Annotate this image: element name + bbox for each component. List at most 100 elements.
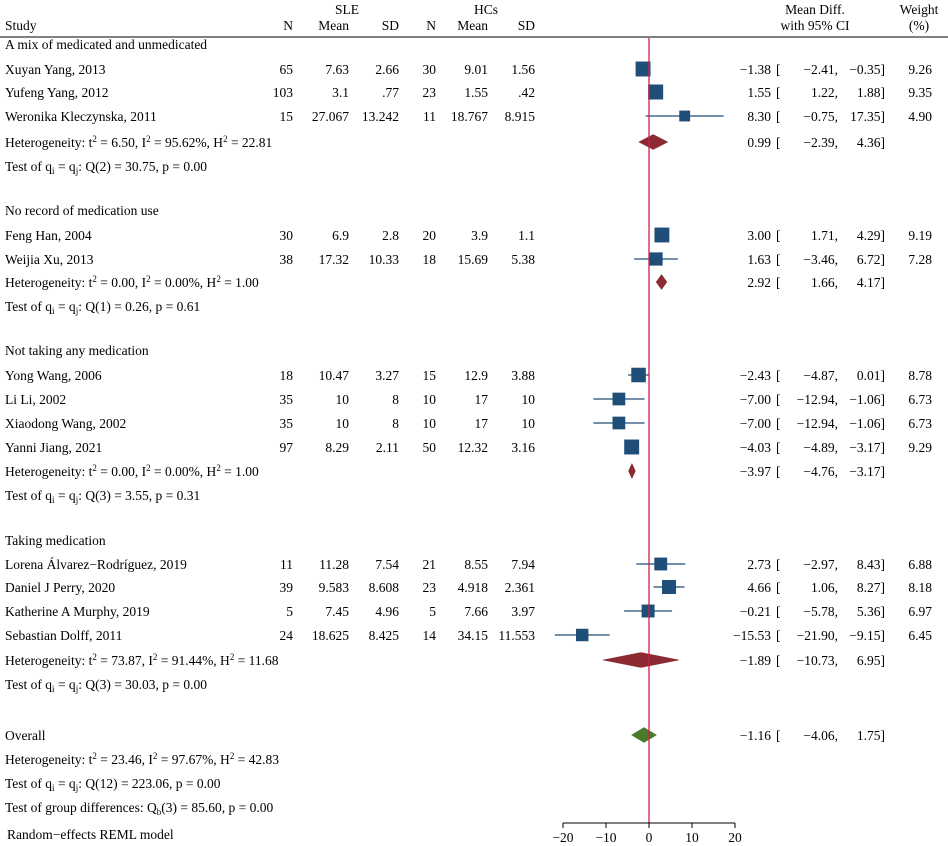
study-name: Weronika Kleczynska, 2011 bbox=[5, 109, 157, 124]
test-tail: : Q(3) = 30.03, p = 0.00 bbox=[78, 677, 207, 692]
hc-n: 30 bbox=[423, 62, 437, 77]
hc-n: 50 bbox=[423, 440, 437, 455]
effect-size: 1.55 bbox=[747, 85, 771, 100]
ci-upper: 8.43] bbox=[857, 557, 885, 572]
ci-lower: −2.97, bbox=[803, 557, 838, 572]
effect-size: −1.38 bbox=[740, 62, 771, 77]
het-h-sup: 2 bbox=[216, 463, 221, 473]
effect-size: 3.00 bbox=[747, 228, 771, 243]
study-row: Weijia Xu, 2013 38 17.32 10.33 18 15.69 5.38 1.… bbox=[5, 252, 932, 267]
ci-lower: −4.87, bbox=[803, 368, 838, 383]
test-tail: : Q(1) = 0.26, p = 0.61 bbox=[78, 299, 200, 314]
homogeneity-test: Test of qi = qj: Q(12) = 223.06, p = 0.0… bbox=[5, 776, 221, 793]
study-weight: 9.19 bbox=[908, 228, 932, 243]
hc-mean: 17 bbox=[475, 392, 489, 407]
sle-sd: 3.27 bbox=[375, 368, 399, 383]
sle-sd: 2.11 bbox=[376, 440, 399, 455]
sle-n: 97 bbox=[280, 440, 294, 455]
study-weight: 6.45 bbox=[908, 628, 932, 643]
test-prefix: Test of q bbox=[5, 488, 52, 503]
sle-sd: 2.8 bbox=[382, 228, 399, 243]
het-tail: = 42.83 bbox=[234, 752, 279, 767]
sle-mean: 6.9 bbox=[332, 228, 349, 243]
effect-size: 4.66 bbox=[747, 580, 771, 595]
ci-lower: −3.46, bbox=[803, 252, 838, 267]
study-name: Sebastian Dolff, 2011 bbox=[5, 628, 122, 643]
study-row: Daniel J Perry, 2020 39 9.583 8.608 23 4.918 2… bbox=[5, 579, 932, 595]
study-row: Sebastian Dolff, 2011 24 18.625 8.425 14 34.1… bbox=[5, 628, 932, 643]
hc-sd: 1.56 bbox=[511, 62, 535, 77]
header-weight-line2: (%) bbox=[909, 18, 929, 33]
study-name: Daniel J Perry, 2020 bbox=[5, 580, 115, 595]
overall-label: Overall bbox=[5, 728, 46, 743]
x-tick-label: 20 bbox=[728, 830, 742, 845]
ci-lower: 1.66, bbox=[811, 275, 838, 290]
test-sub-i: i bbox=[52, 306, 55, 316]
test-mid: = q bbox=[55, 159, 76, 174]
het-prefix: Heterogeneity: t bbox=[5, 135, 93, 150]
effect-size: −7.00 bbox=[740, 416, 771, 431]
header-weight-line1: Weight bbox=[900, 2, 939, 17]
het-mid2: = 91.44%, H bbox=[157, 653, 230, 668]
het-tail: = 11.68 bbox=[234, 653, 278, 668]
study-name: Xiaodong Wang, 2002 bbox=[5, 416, 126, 431]
hc-mean: 4.918 bbox=[458, 580, 489, 595]
hc-mean: 34.15 bbox=[458, 628, 489, 643]
study-row: Xiaodong Wang, 2002 35 10 8 10 17 10 −7.00 [−12.… bbox=[5, 416, 932, 431]
bracket-open: [ bbox=[776, 85, 781, 100]
study-name: Feng Han, 2004 bbox=[5, 228, 92, 243]
test-sub-j: j bbox=[75, 306, 79, 316]
het-i-sup: 2 bbox=[146, 134, 151, 144]
sle-mean: 11.28 bbox=[319, 557, 349, 572]
ci-lower: −2.39, bbox=[803, 135, 838, 150]
sle-mean: 10 bbox=[336, 392, 350, 407]
bracket-open: [ bbox=[776, 392, 781, 407]
study-marker bbox=[612, 392, 626, 406]
ci-upper: −3.17] bbox=[849, 440, 885, 455]
study-weight: 6.73 bbox=[908, 392, 932, 407]
sle-sd: 8 bbox=[392, 392, 399, 407]
ci-upper: 5.36] bbox=[857, 604, 885, 619]
x-tick-label: −10 bbox=[595, 830, 616, 845]
group-differences-test: Test of group differences: Qb(3) = 85.60… bbox=[5, 800, 273, 817]
het-tau-sup: 2 bbox=[92, 652, 97, 662]
study-marker bbox=[631, 367, 646, 383]
study-marker bbox=[648, 84, 664, 100]
test-sub-j: j bbox=[75, 684, 79, 694]
hc-mean: 1.55 bbox=[464, 85, 488, 100]
sle-n: 15 bbox=[280, 109, 294, 124]
het-mid: = 73.87, I bbox=[97, 653, 153, 668]
effect-size: −3.97 bbox=[740, 464, 771, 479]
hc-sd: 3.97 bbox=[511, 604, 535, 619]
overall-diamond bbox=[631, 727, 658, 743]
subgroup-diamond bbox=[638, 134, 669, 150]
subgroup-diamond bbox=[655, 274, 668, 290]
ci-lower: 1.22, bbox=[811, 85, 838, 100]
test-prefix: Test of q bbox=[5, 159, 52, 174]
ci-lower: −0.75, bbox=[803, 109, 838, 124]
study-marker bbox=[649, 252, 663, 266]
sle-n: 30 bbox=[280, 228, 294, 243]
hc-mean: 12.9 bbox=[464, 368, 488, 383]
subgroup-pooled-row: Heterogeneity: t2 = 6.50, I2 = 95.62%, H… bbox=[5, 134, 885, 150]
group-test-sub: b bbox=[157, 807, 162, 817]
hc-sd: 3.16 bbox=[511, 440, 535, 455]
study-row: Yong Wang, 2006 18 10.47 3.27 15 12.9 3.88 −2.4… bbox=[5, 367, 932, 383]
subgroup-label: No record of medication use bbox=[5, 203, 159, 218]
het-mid: = 0.00, I bbox=[97, 464, 147, 479]
bracket-open: [ bbox=[776, 416, 781, 431]
hc-sd: 11.553 bbox=[498, 628, 535, 643]
hc-n: 21 bbox=[423, 557, 437, 572]
study-row: Lorena Álvarez−Rodríguez, 2019 11 11.28 7.5… bbox=[5, 557, 932, 572]
bracket-open: [ bbox=[776, 580, 781, 595]
effect-size: −0.21 bbox=[740, 604, 771, 619]
sle-n: 65 bbox=[280, 62, 294, 77]
header-sd2: SD bbox=[518, 18, 536, 33]
sle-n: 38 bbox=[280, 252, 294, 267]
study-weight: 6.97 bbox=[908, 604, 932, 619]
sle-mean: 3.1 bbox=[332, 85, 349, 100]
effect-size: −15.53 bbox=[733, 628, 771, 643]
heterogeneity-stats: Heterogeneity: t2 = 23.46, I2 = 97.67%, … bbox=[5, 751, 279, 767]
homogeneity-test: Test of qi = qj: Q(3) = 3.55, p = 0.31 bbox=[5, 488, 200, 505]
bracket-open: [ bbox=[776, 728, 781, 743]
